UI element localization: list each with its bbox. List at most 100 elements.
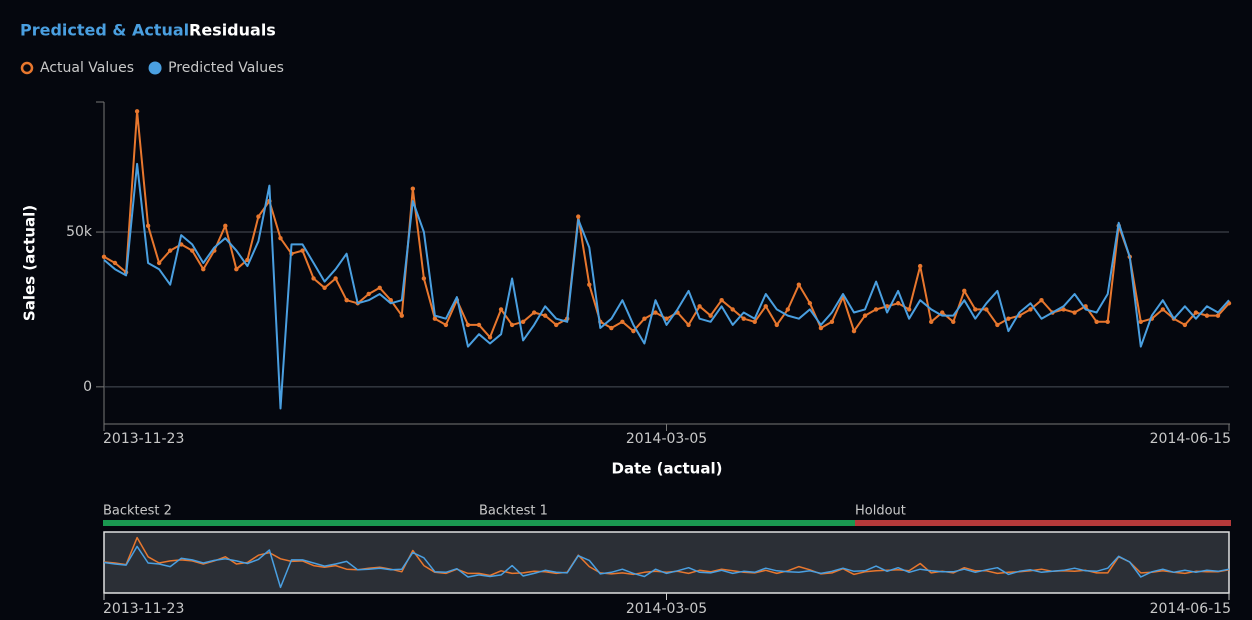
point: [167, 248, 173, 253]
point: [300, 248, 305, 253]
point: [134, 109, 140, 114]
point: [906, 307, 912, 312]
point: [311, 276, 316, 281]
point: [1138, 319, 1143, 325]
series-line: [103, 162, 1230, 410]
point: [223, 223, 228, 229]
point: [476, 322, 482, 328]
point: [851, 328, 857, 334]
point: [421, 276, 427, 281]
navigator-x-tick-label: 2014-03-05: [626, 601, 707, 617]
point: [112, 260, 118, 266]
x-tick-label: 2014-06-15: [1150, 431, 1231, 447]
point: [631, 328, 636, 334]
point: [399, 313, 404, 318]
point: [873, 307, 879, 312]
holdout-bar: [855, 520, 1231, 526]
point: [1028, 307, 1033, 312]
legend-marker: [20, 61, 34, 75]
legend-marker: [148, 61, 162, 75]
point: [829, 319, 835, 325]
point: [1160, 307, 1166, 312]
point: [763, 304, 768, 309]
legend-label: Actual Values: [40, 60, 134, 76]
legend-label: Predicted Values: [168, 60, 284, 76]
navigator-x-tick-label: 2013-11-23: [103, 601, 184, 617]
x-axis-title: Date (actual): [612, 460, 723, 478]
x-tick-label: 2014-03-05: [626, 431, 707, 447]
point: [201, 266, 206, 272]
tab-predicted-actual[interactable]: Predicted & Actual: [20, 21, 189, 40]
point: [609, 325, 614, 331]
point: [917, 263, 923, 269]
point: [587, 282, 592, 287]
backtest-bar: [103, 520, 855, 526]
point: [487, 335, 493, 340]
point: [984, 307, 989, 312]
segment-label: Backtest 2: [103, 504, 172, 519]
point: [1193, 310, 1199, 315]
segment-label: Holdout: [855, 504, 906, 519]
point: [730, 307, 735, 312]
point: [256, 214, 261, 219]
point: [686, 322, 691, 328]
point: [465, 322, 471, 328]
point: [796, 282, 802, 287]
point: [278, 236, 283, 241]
navigator-x-tick-label: 2014-06-15: [1150, 601, 1231, 617]
navigator-window[interactable]: [103, 531, 1230, 594]
point: [1039, 297, 1044, 303]
point: [322, 285, 327, 290]
point: [554, 322, 559, 328]
point: [1204, 313, 1210, 318]
point: [190, 248, 195, 253]
point: [443, 322, 449, 328]
point: [234, 266, 239, 272]
point: [410, 186, 416, 191]
point: [333, 276, 338, 281]
point: [145, 223, 151, 229]
point: [752, 319, 757, 325]
point: [366, 291, 371, 297]
point: [929, 319, 934, 325]
point: [377, 285, 382, 290]
point: [664, 316, 669, 321]
point: [741, 316, 746, 321]
point: [818, 325, 824, 331]
point: [531, 310, 537, 315]
point: [1215, 313, 1221, 318]
point: [101, 254, 107, 260]
point: [542, 313, 548, 318]
navigator-line: [103, 545, 1230, 589]
point: [719, 297, 724, 303]
y-axis-title: Sales (actual): [21, 205, 39, 321]
x-tick-label: 2013-11-23: [103, 431, 184, 447]
point: [1105, 319, 1110, 325]
point: [1182, 322, 1188, 328]
point: [697, 304, 702, 309]
point: [962, 288, 967, 294]
y-tick-label: 0: [83, 379, 92, 395]
point: [1072, 310, 1077, 315]
point: [653, 310, 658, 315]
point: [807, 301, 813, 306]
point: [576, 214, 581, 219]
point: [895, 301, 901, 306]
point: [156, 260, 162, 266]
point: [774, 322, 779, 328]
point: [995, 322, 1000, 328]
point: [1094, 319, 1099, 325]
point: [620, 319, 625, 325]
point: [1061, 307, 1066, 312]
point: [432, 316, 438, 321]
tab-residuals[interactable]: Residuals: [189, 21, 276, 40]
point: [862, 313, 868, 318]
y-tick-label: 50k: [66, 224, 93, 240]
point: [973, 307, 978, 312]
point: [509, 322, 515, 328]
segment-label: Backtest 1: [479, 504, 548, 519]
point: [520, 319, 526, 325]
point: [344, 297, 349, 303]
series-line: [103, 110, 1230, 339]
point: [708, 313, 713, 318]
